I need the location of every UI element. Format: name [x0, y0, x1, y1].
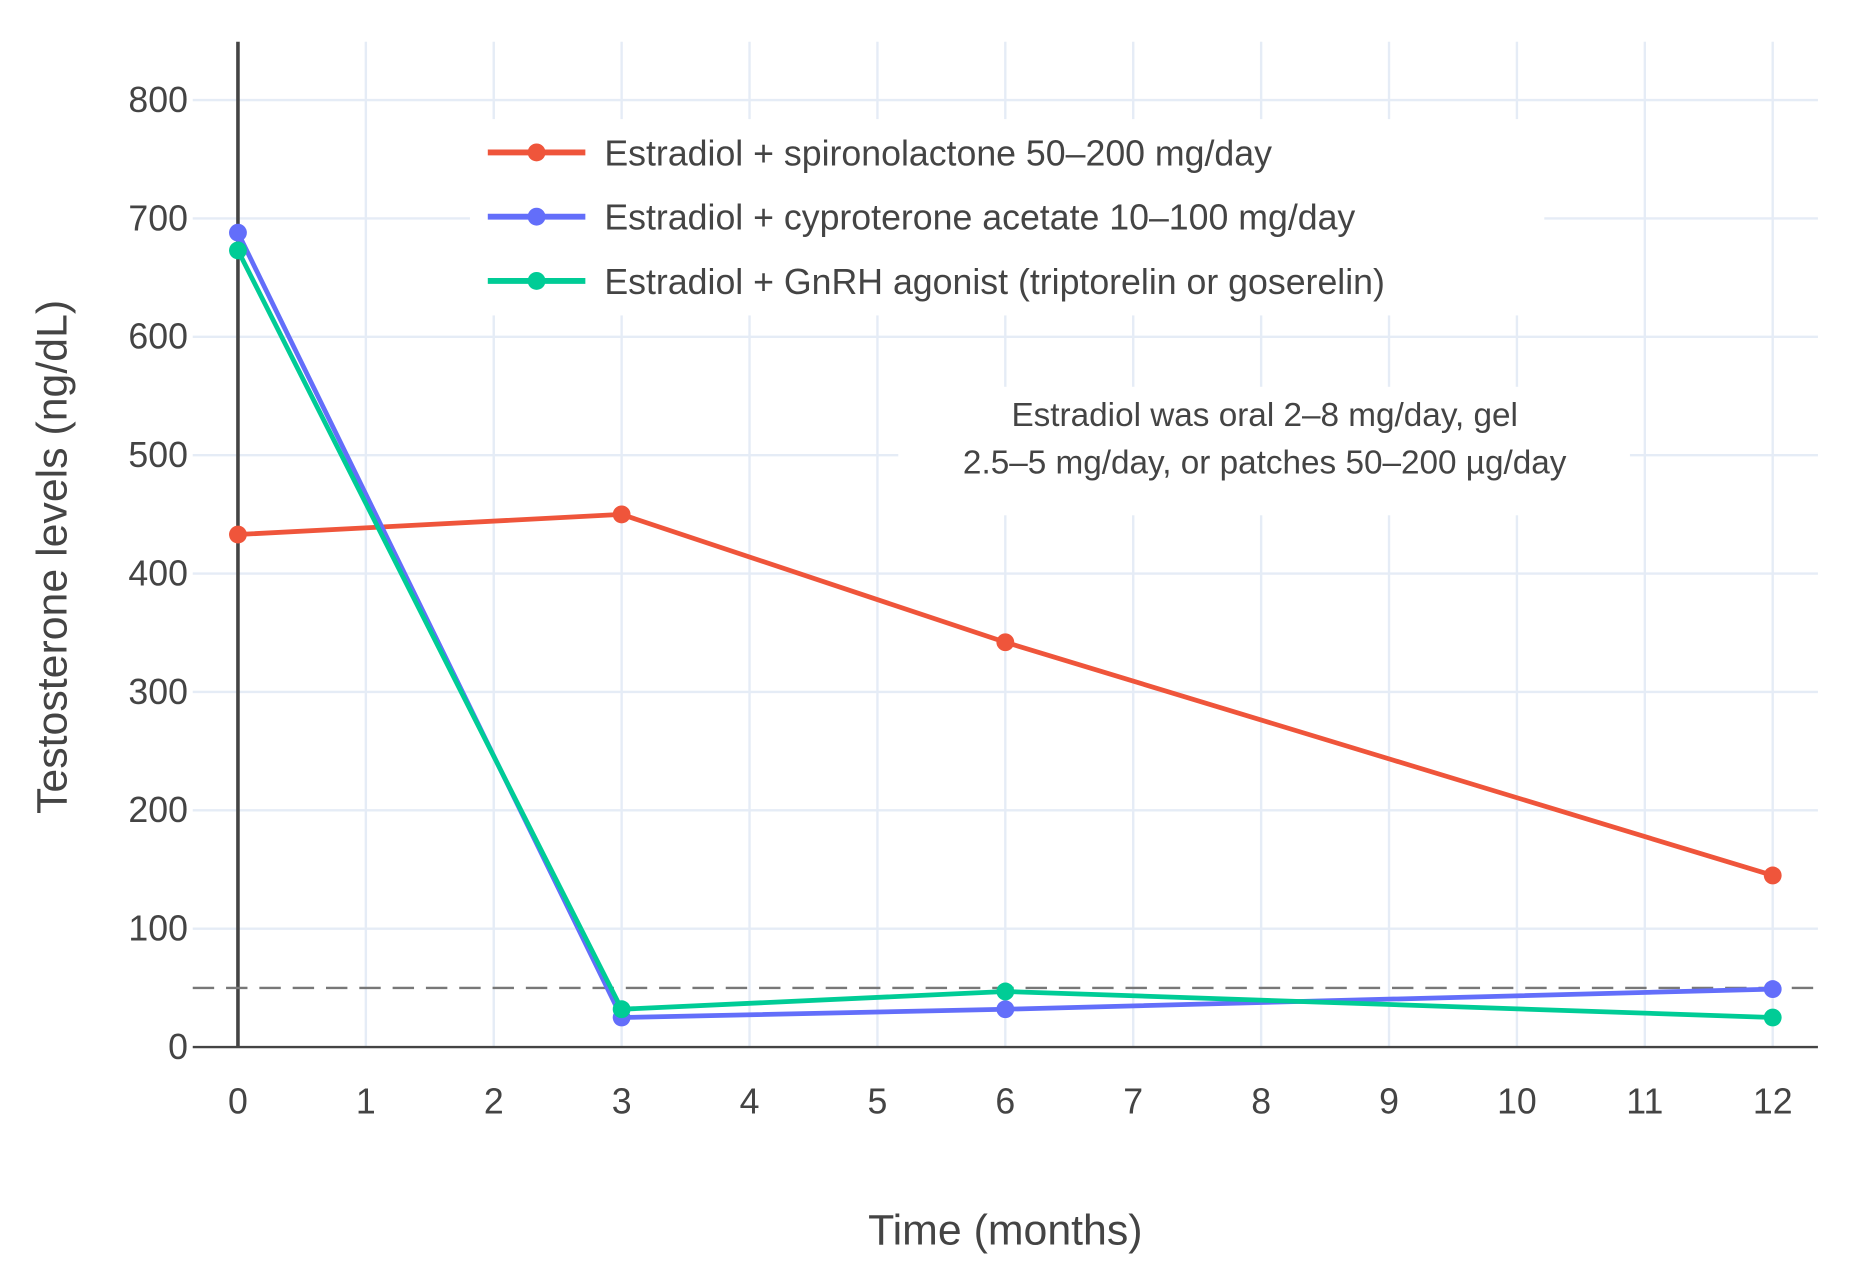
- legend-swatch-marker: [527, 143, 546, 162]
- x-tick-label: 3: [612, 1082, 632, 1122]
- axes: 0 1 2 3 4 5 6 7 8 9 10 11 12010020030040050060070080…: [128, 41, 1818, 1122]
- data-point: [1763, 1008, 1782, 1027]
- x-tick-label: 1: [356, 1082, 376, 1122]
- x-tick-label: 7: [1123, 1082, 1143, 1122]
- data-point: [996, 982, 1015, 1001]
- legend-swatch-marker: [527, 271, 546, 290]
- x-tick-label: 5: [868, 1082, 888, 1122]
- legend-label: Estradiol + GnRH agonist (triptorelin or…: [604, 262, 1385, 302]
- y-tick-label: 200: [128, 790, 188, 830]
- data-point: [996, 633, 1015, 652]
- y-tick-label: 700: [128, 198, 188, 238]
- y-axis-title: Testosterone levels (ng/dL): [29, 300, 77, 814]
- annotation: Estradiol was oral 2–8 mg/day, gel 2.5–5 …: [898, 386, 1630, 516]
- x-tick-label: 2: [484, 1082, 504, 1122]
- x-tick-label: 6: [995, 1082, 1015, 1122]
- data-point: [1763, 980, 1782, 999]
- legend: Estradiol + spironolactone 50–200 mg/day…: [469, 119, 1545, 316]
- x-tick-label: 11: [1626, 1082, 1663, 1122]
- y-tick-label: 300: [128, 672, 188, 712]
- annotation-background: [898, 386, 1630, 516]
- data-point: [229, 241, 247, 260]
- x-tick-label: 9: [1379, 1082, 1399, 1122]
- x-tick-label: 8: [1251, 1082, 1271, 1122]
- y-tick-label: 100: [128, 909, 188, 949]
- data-point: [996, 1000, 1015, 1019]
- series-line-3: [235, 249, 1773, 1020]
- series-line-1: [237, 512, 1774, 878]
- data-point: [1763, 866, 1782, 885]
- x-tick-label: 4: [740, 1082, 760, 1122]
- annotation-text: Estradiol was oral 2–8 mg/day, gel: [1011, 397, 1518, 434]
- y-tick-label: 0: [168, 1027, 188, 1067]
- data-point: [229, 525, 247, 544]
- data-point: [612, 1000, 631, 1019]
- legend-label: Estradiol + spironolactone 50–200 mg/day: [604, 134, 1272, 174]
- y-tick-label: 400: [128, 553, 188, 593]
- data-point: [612, 505, 631, 524]
- y-tick-label: 600: [128, 317, 188, 357]
- x-tick-label: 0: [228, 1082, 248, 1122]
- legend-background: [469, 119, 1545, 316]
- y-tick-label: 500: [128, 435, 188, 475]
- x-tick-label: 12: [1753, 1082, 1793, 1122]
- data-point: [229, 223, 247, 242]
- x-tick-label: 10: [1497, 1082, 1537, 1122]
- x-axis-title: Time (months): [868, 1207, 1142, 1255]
- legend-swatch-marker: [527, 207, 546, 226]
- series-layer: [229, 223, 1782, 1027]
- annotation-text: 2.5–5 mg/day, or patches 50–200 µg/day: [963, 445, 1567, 482]
- legend-label: Estradiol + cyproterone acetate 10–100 m…: [604, 198, 1355, 238]
- y-tick-label: 800: [128, 80, 188, 120]
